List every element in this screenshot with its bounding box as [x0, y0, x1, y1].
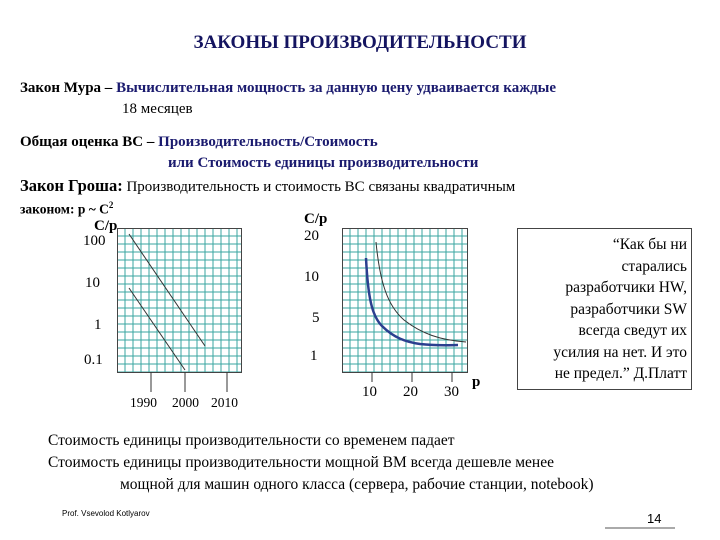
chart2-y-axis-label: C/p	[304, 211, 328, 227]
chart1-x-ticks	[150, 372, 228, 392]
chart1-grid	[117, 228, 242, 373]
chart1-y-axis-label: C/p	[94, 218, 118, 234]
page-number: 14	[647, 511, 662, 526]
chart1-y-tick: 100	[83, 233, 106, 249]
conclusion-line2: Стоимость единицы производительности мощ…	[48, 454, 554, 471]
chart2-x-ticks	[371, 372, 453, 382]
assessment-line1: Производительность/Стоимость	[158, 134, 378, 150]
moore-law: Закон Мура – Вычислительная мощность за …	[20, 80, 556, 97]
chart1-x-tick: 2010	[211, 395, 238, 410]
grosch-law-lead: Закон Гроша:	[20, 176, 123, 195]
quote-box: “Как бы ни старались разработчики HW, ра…	[517, 228, 692, 390]
chart2-x-tick: 30	[444, 384, 459, 400]
chart2-frame	[342, 228, 468, 373]
chart1-x-tick: 1990	[130, 395, 157, 410]
chart2-x-axis-label: p	[472, 374, 481, 390]
slide-title: ЗАКОНЫ ПРОИЗВОДИТЕЛЬНОСТИ	[193, 32, 527, 53]
chart2-x-tick: 10	[362, 384, 377, 400]
chart1-line-lower	[128, 287, 186, 371]
chart2-curve-main	[364, 257, 459, 347]
chart1-y-tick: 0.1	[84, 352, 103, 368]
chart2-plot	[342, 228, 468, 373]
quote-line: не предел.” Д.Платт	[554, 365, 687, 382]
grosch-formula-text: законом: p ~ C	[20, 201, 109, 217]
chart1-line-upper	[128, 233, 206, 347]
quote-line: старались	[621, 257, 687, 275]
grosch-formula-exponent: 2	[108, 200, 114, 210]
chart2-y-tick: 10	[304, 269, 319, 285]
moore-law-continuation: 18 месяцев	[122, 101, 193, 117]
assessment: Общая оценка ВС – Производительность/Сто…	[20, 134, 378, 151]
chart1-x-tick: 2000	[172, 395, 199, 410]
quote-line: усилия на нет. И это	[553, 343, 687, 361]
chart1-y-tick: 10	[85, 275, 100, 291]
footer-rule	[605, 527, 675, 529]
quote-line: разработчики SW	[570, 300, 687, 318]
chart2-y-tick: 1	[310, 348, 318, 364]
chart2-x-tick: 20	[403, 384, 418, 400]
quote-line: всегда сведут их	[578, 322, 687, 339]
moore-law-lead: Закон Мура –	[20, 80, 117, 96]
chart1-plot	[117, 228, 242, 373]
conclusion-line1: Стоимость единицы производительности со …	[48, 432, 455, 449]
assessment-lead: Общая оценка ВС –	[20, 134, 159, 150]
chart1-frame	[117, 228, 242, 373]
chart2-curve-secondary	[375, 241, 467, 343]
chart2-y-tick: 20	[304, 228, 319, 244]
quote-line: “Как бы ни	[612, 236, 687, 253]
quote-line: разработчики HW,	[565, 279, 687, 296]
grosch-law-text: Производительность и стоимость ВС связан…	[122, 179, 516, 195]
conclusion-line3: мощной для машин одного класса (сервера,…	[120, 476, 594, 493]
grosch-formula: законом: p ~ C2	[20, 200, 113, 218]
chart2-y-tick: 5	[312, 310, 320, 326]
grosch-law: Закон Гроша: Производительность и стоимо…	[20, 176, 515, 196]
assessment-line2: или Стоимость единицы производительности	[168, 155, 479, 171]
chart1-y-tick: 1	[94, 317, 102, 333]
chart2-grid	[342, 228, 468, 373]
footer-author: Prof. Vsevolod Kotlyarov	[62, 509, 150, 518]
moore-law-text: Вычислительная мощность за данную цену у…	[116, 80, 557, 96]
